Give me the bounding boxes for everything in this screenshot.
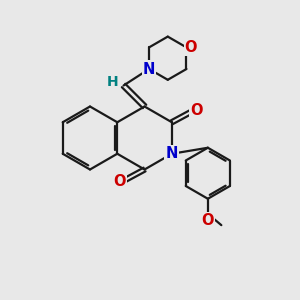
Text: N: N: [143, 61, 155, 76]
Text: O: O: [185, 40, 197, 55]
Text: N: N: [166, 146, 178, 161]
Text: O: O: [202, 213, 214, 228]
Text: O: O: [190, 103, 203, 118]
Text: O: O: [113, 174, 126, 189]
Text: H: H: [106, 76, 118, 89]
